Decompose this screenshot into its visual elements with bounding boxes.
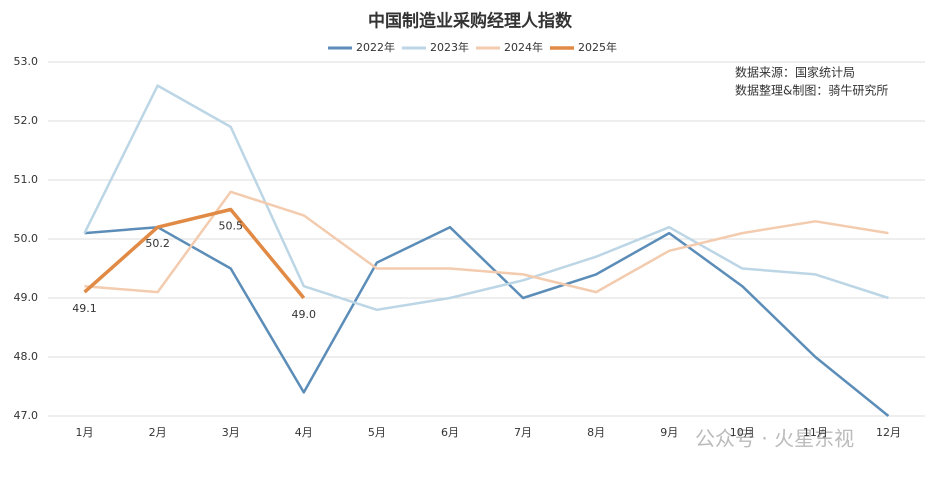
x-tick-label: 6月 [441, 426, 459, 439]
x-tick-label: 5月 [368, 426, 386, 439]
x-tick-label: 12月 [876, 426, 901, 439]
series-line [83, 84, 889, 312]
y-tick-label: 48.0 [14, 350, 39, 363]
data-label: 49.0 [292, 308, 317, 321]
source-note: 数据整理&制图：骑牛研究所 [735, 83, 888, 98]
data-label: 50.2 [145, 237, 170, 250]
x-tick-label: 10月 [730, 426, 755, 439]
legend-label: 2023年 [430, 40, 469, 54]
x-tick-label: 8月 [587, 426, 605, 439]
x-tick-label: 11月 [803, 426, 828, 439]
legend-label: 2024年 [504, 40, 543, 54]
source-note: 数据来源：国家统计局 [735, 65, 855, 80]
legend-label: 2025年 [578, 40, 617, 54]
x-tick-label: 2月 [149, 426, 167, 439]
series-line [83, 207, 306, 300]
x-tick-label: 1月 [76, 426, 94, 439]
y-tick-label: 51.0 [14, 173, 39, 186]
x-tick-label: 4月 [295, 426, 313, 439]
x-tick-label: 9月 [660, 426, 678, 439]
watermark: 公众号 · 火星东视 [695, 427, 854, 451]
series-line [84, 225, 890, 417]
x-tick-label: 3月 [222, 426, 240, 439]
data-label: 49.1 [72, 302, 97, 315]
chart-title: 中国制造业采购经理人指数 [368, 11, 573, 32]
series-line [84, 190, 889, 294]
x-tick-label: 7月 [514, 426, 532, 439]
y-tick-label: 49.0 [14, 291, 39, 304]
y-tick-label: 53.0 [14, 55, 39, 68]
y-tick-label: 52.0 [14, 114, 39, 127]
data-label: 50.5 [218, 220, 243, 233]
y-tick-label: 50.0 [14, 232, 39, 245]
y-tick-label: 47.0 [14, 409, 39, 422]
legend-label: 2022年 [356, 40, 395, 54]
